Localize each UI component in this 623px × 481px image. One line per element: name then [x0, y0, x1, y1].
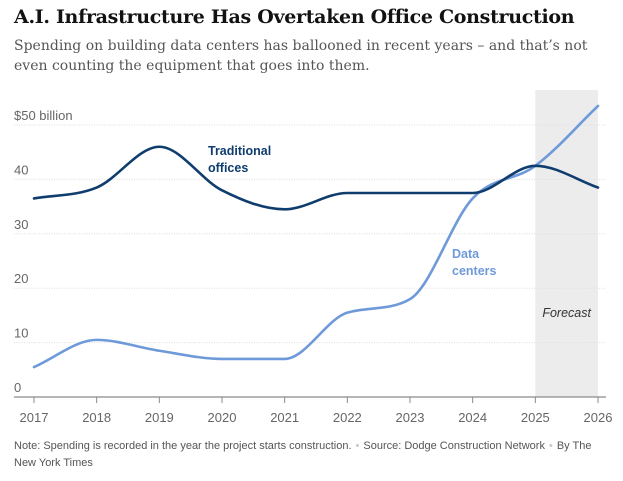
chart-footnote: Note: Spending is recorded in the year t… — [14, 438, 612, 472]
series-line-data-centers — [32, 104, 600, 369]
y-tick-label: 10 — [14, 326, 28, 341]
chart-subtitle: Spending on building data centers has ba… — [14, 38, 588, 74]
y-tick-label: 20 — [14, 271, 28, 286]
x-tick-label: 2021 — [270, 410, 299, 425]
footnote-byline: By The New York Times — [14, 440, 592, 469]
series-label-data-centers: centers — [452, 264, 497, 278]
x-tick-label: 2018 — [82, 410, 111, 425]
x-tick-label: 2017 — [20, 410, 49, 425]
series-label-traditional-offices: Traditional — [208, 144, 271, 158]
x-tick-label: 2024 — [458, 410, 487, 425]
forecast-band — [535, 90, 598, 397]
y-tick-label: 0 — [14, 380, 21, 395]
x-tick-label: 2020 — [208, 410, 237, 425]
series-label-traditional-offices: offices — [208, 161, 248, 175]
x-tick-label: 2023 — [396, 410, 425, 425]
chart-title: A.I. Infrastructure Has Overtaken Office… — [14, 6, 575, 28]
line-chart: 0 10 20 30 40 $50 billion 2017 2018 2019 2020 202… — [14, 90, 613, 425]
series-label-data-centers: Data — [452, 247, 480, 261]
footnote-source: Source: Dodge Construction Network — [363, 440, 545, 452]
footnote-separator: • — [548, 440, 553, 452]
footnote-separator: • — [355, 440, 360, 452]
x-tick-label: 2022 — [333, 410, 362, 425]
x-tick-label: 2019 — [145, 410, 174, 425]
footnote-note: Note: Spending is recorded in the year t… — [14, 440, 352, 452]
series-line-traditional-offices — [32, 145, 600, 211]
y-tick-label: 40 — [14, 162, 28, 177]
y-tick-label: 30 — [14, 217, 28, 232]
x-tick-label: 2026 — [584, 410, 613, 425]
y-tick-label: $50 billion — [14, 108, 73, 123]
forecast-label: Forecast — [542, 306, 591, 320]
x-tick-label: 2025 — [521, 410, 550, 425]
